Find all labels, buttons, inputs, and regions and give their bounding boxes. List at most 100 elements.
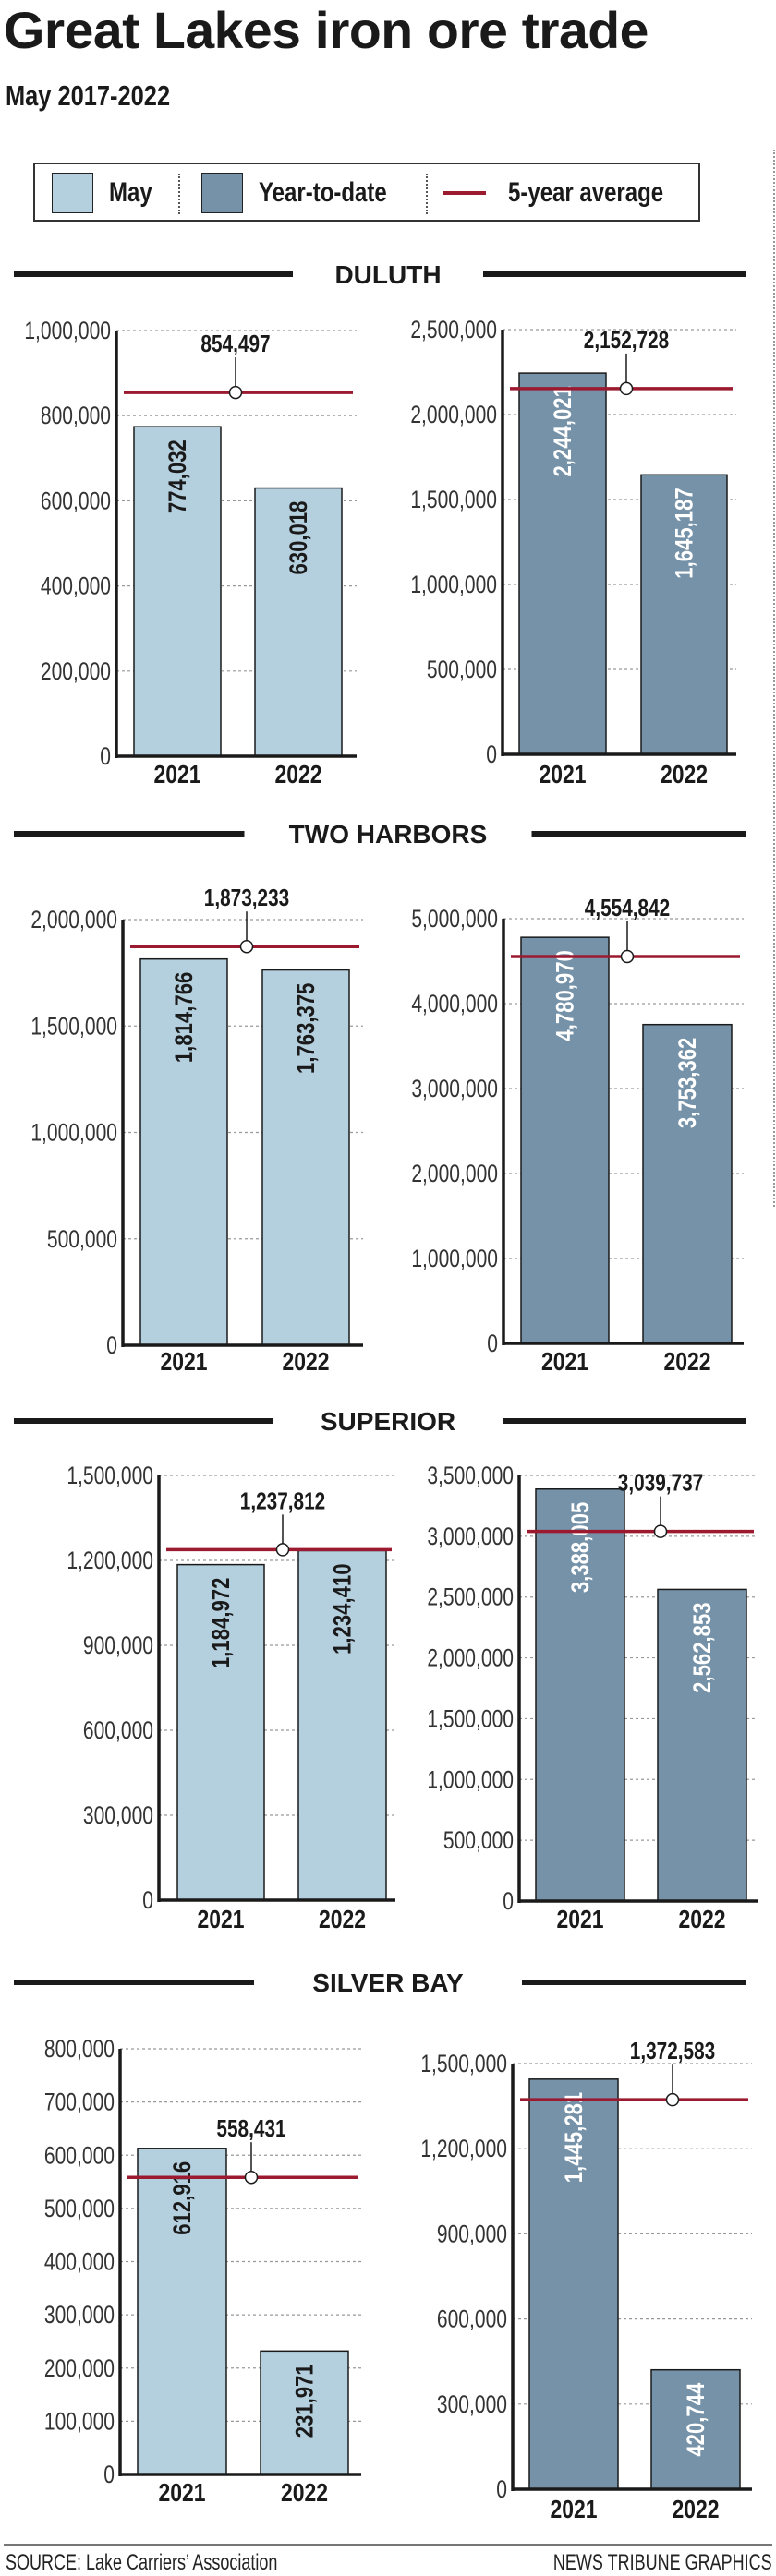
bar (261, 969, 350, 1346)
average-label: 1,372,583 (630, 2038, 715, 2064)
average-label: 2,152,728 (584, 327, 669, 354)
footer-divider (4, 2544, 772, 2546)
bar-value-label: 2,562,853 (689, 1602, 717, 1692)
y-tick-label: 1,200,000 (420, 2136, 507, 2163)
legend: May Year-to-date 5-year average (33, 163, 700, 222)
y-tick-label: 2,500,000 (410, 317, 497, 344)
chart-silver-bay-ytd: 0 300,000 600,000 900,000 1,200,000 1,500,000… (420, 2038, 752, 2524)
y-tick-label: 1,000,000 (410, 572, 497, 599)
y-tick-label: 0 (496, 2476, 507, 2504)
average-marker (228, 385, 243, 400)
y-tick-label: 3,500,000 (427, 1463, 514, 1490)
bar-value-label: 420,744 (683, 2382, 710, 2456)
y-tick-label: 1,500,000 (420, 2051, 507, 2078)
chart-superior-ytd: 0 500,000 1,000,000 1,500,000 2,000,000 2,500… (427, 1463, 758, 1934)
y-tick-label: 0 (103, 2462, 115, 2489)
bar-value-label: 774,032 (164, 439, 192, 513)
bar (137, 2148, 227, 2475)
chart-duluth-ytd: 0 500,000 1,000,000 1,500,000 2,000,000 2,500… (410, 317, 736, 789)
y-tick-label: 4,000,000 (411, 991, 498, 1018)
average-marker (620, 949, 635, 964)
chart-superior-may: 0 300,000 600,000 900,000 1,200,000 1,500,000… (67, 1463, 395, 1934)
legend-avg-label: 5-year average (508, 177, 664, 208)
y-tick-label: 700,000 (44, 2088, 115, 2116)
section-rule-left (14, 1418, 273, 1424)
bar (535, 1488, 625, 1902)
section-title: DULUTH (334, 260, 441, 289)
bar-value-label: 1,234,410 (330, 1563, 358, 1654)
x-tick-label: 2022 (678, 1906, 725, 1934)
y-tick-label: 200,000 (41, 657, 111, 685)
credit-note: NEWS TRIBUNE GRAPHICS (553, 2550, 772, 2575)
legend-divider (178, 174, 180, 214)
y-tick-label: 900,000 (437, 2221, 507, 2248)
average-label: 854,497 (200, 331, 270, 357)
bar (657, 1588, 747, 1902)
bar (642, 1023, 733, 1344)
x-tick-label: 2022 (282, 1348, 329, 1377)
y-tick-label: 2,000,000 (411, 1161, 498, 1188)
y-tick-label: 600,000 (83, 1717, 153, 1745)
bar (133, 426, 222, 757)
average-marker (239, 939, 254, 954)
y-tick-label: 500,000 (427, 656, 497, 684)
bar-value-label: 1,184,972 (208, 1578, 236, 1668)
y-tick-label: 500,000 (443, 1827, 514, 1855)
legend-ytd-swatch (201, 173, 243, 213)
chart-duluth-may: 0 200,000 400,000 600,000 800,000 1,000,000 77… (24, 318, 357, 789)
y-tick-label: 300,000 (437, 2390, 507, 2418)
bar-value-label: 2,244,021 (550, 386, 577, 477)
y-tick-label: 600,000 (44, 2142, 115, 2170)
section-title: SUPERIOR (321, 1407, 455, 1436)
bar (520, 936, 610, 1344)
bar-value-label: 3,753,362 (674, 1038, 702, 1128)
y-tick-label: 600,000 (437, 2305, 507, 2333)
x-tick-label: 2022 (319, 1906, 366, 1934)
average-marker (244, 2170, 259, 2185)
bar (518, 372, 607, 755)
y-tick-label: 2,500,000 (427, 1583, 514, 1611)
side-divider (773, 150, 775, 1207)
x-tick-label: 2022 (661, 761, 708, 789)
y-tick-label: 0 (487, 1330, 498, 1358)
legend-ytd-label: Year-to-date (259, 177, 387, 208)
y-tick-label: 1,500,000 (410, 487, 497, 514)
x-tick-label: 2021 (153, 761, 200, 789)
y-tick-label: 100,000 (44, 2408, 115, 2436)
y-tick-label: 500,000 (44, 2195, 115, 2222)
x-tick-label: 2022 (663, 1348, 710, 1377)
y-tick-label: 0 (142, 1887, 153, 1915)
y-tick-label: 1,500,000 (427, 1705, 514, 1733)
y-tick-label: 600,000 (41, 488, 111, 515)
y-tick-label: 1,000,000 (411, 1246, 498, 1273)
section-rule-left (14, 1980, 254, 1985)
section-header: TWO HARBORS (14, 820, 746, 849)
average-marker (653, 1524, 668, 1538)
bar-value-label: 630,018 (285, 501, 313, 575)
chart-two-harbors-ytd: 0 1,000,000 2,000,000 3,000,000 4,000,000 5,0… (411, 895, 744, 1377)
y-tick-label: 1,500,000 (30, 1013, 117, 1041)
bar-value-label: 1,445,281 (561, 2092, 588, 2184)
y-tick-label: 300,000 (44, 2302, 115, 2329)
y-tick-label: 1,000,000 (30, 1119, 117, 1147)
section-rule-left (14, 831, 245, 837)
average-label: 4,554,842 (585, 895, 670, 921)
bar-value-label: 612,916 (169, 2161, 197, 2235)
x-tick-label: 2021 (539, 761, 586, 789)
x-tick-label: 2022 (672, 2496, 719, 2524)
bar-value-label: 1,763,375 (293, 982, 321, 1074)
legend-may-label: May (109, 177, 152, 208)
page-title: Great Lakes iron ore trade (4, 1, 649, 59)
x-tick-label: 2021 (550, 2496, 597, 2524)
section-rule-right (503, 1418, 746, 1424)
chart-two-harbors-may: 0 500,000 1,000,000 1,500,000 2,000,000 1,814… (30, 885, 363, 1377)
y-tick-label: 400,000 (44, 2248, 115, 2276)
y-tick-label: 900,000 (83, 1632, 153, 1660)
page-subtitle: May 2017-2022 (6, 79, 171, 112)
section-rule-right (522, 1980, 746, 1985)
section-rule-right (531, 831, 746, 837)
y-tick-label: 1,200,000 (67, 1547, 153, 1575)
x-tick-label: 2022 (281, 2479, 328, 2508)
bar-value-label: 231,971 (292, 2364, 320, 2438)
section-title: TWO HARBORS (289, 820, 488, 849)
